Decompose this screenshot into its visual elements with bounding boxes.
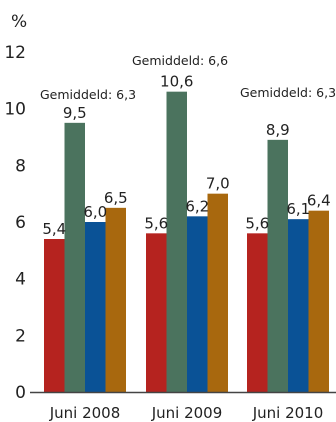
y-tick-label: 12 (4, 43, 26, 63)
bar-value-label: 9,5 (63, 104, 87, 122)
bar (64, 122, 85, 392)
bar-value-label: 7,0 (206, 175, 230, 193)
y-unit-label: % (11, 12, 27, 32)
bar (308, 210, 329, 392)
x-category-label: Juni 2008 (49, 404, 121, 422)
bar-value-label: 8,9 (266, 121, 290, 139)
average-label: Gemiddeld: 6,3 (40, 87, 136, 102)
average-label: Gemiddeld: 6,3 (240, 85, 336, 100)
bar-value-label: 5,6 (144, 214, 168, 232)
x-category-label: Juni 2010 (252, 404, 324, 422)
y-tick-label: 4 (15, 270, 26, 290)
y-tick-label: 8 (15, 156, 26, 176)
bar-value-label: 6,1 (286, 200, 310, 218)
bar-value-label: 6,0 (83, 203, 107, 221)
y-tick-label: 6 (15, 213, 26, 233)
y-axis-ticks: 0 2 4 6 8 10 12 (4, 43, 26, 403)
data-labels: 5,4 9,5 6,06,5 5,6 10,6 6,2 7,0 5,6 8,9 6,16,4 (42, 73, 330, 238)
bar-value-label: 6,5 (104, 189, 128, 207)
y-tick-label: 0 (15, 383, 26, 403)
bar-value-label: 6,4 (307, 192, 331, 210)
bar (146, 233, 167, 392)
y-tick-label: 2 (15, 326, 26, 346)
bar-value-label: 10,6 (160, 73, 193, 91)
bar (166, 91, 187, 393)
bar-value-label: 5,4 (42, 220, 66, 238)
bar (187, 216, 208, 392)
average-labels: Gemiddeld: 6,3 Gemiddeld: 6,6 Gemiddeld: 6… (40, 53, 336, 102)
category-labels: Juni 2008 Juni 2009 Juni 2010 (49, 404, 324, 422)
bar (44, 239, 65, 392)
bar (105, 207, 126, 392)
bar (267, 139, 288, 392)
bar (85, 222, 106, 392)
bar-value-label: 5,6 (245, 214, 269, 232)
bar (247, 233, 268, 392)
average-label: Gemiddeld: 6,6 (132, 53, 228, 68)
bars (44, 91, 329, 393)
bar (207, 193, 228, 392)
bar-value-label: 6,2 (185, 197, 209, 215)
bar (288, 219, 309, 392)
x-category-label: Juni 2009 (151, 404, 223, 422)
y-tick-label: 10 (4, 100, 26, 120)
